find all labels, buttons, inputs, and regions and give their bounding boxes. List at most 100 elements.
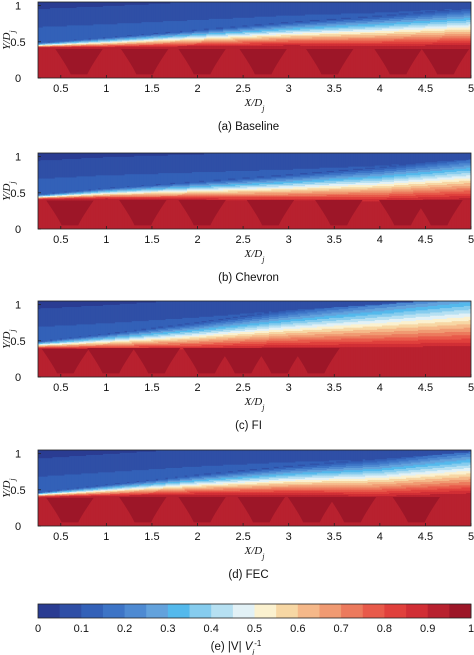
core-cell [255, 348, 304, 374]
colorbar-swatch [254, 604, 277, 618]
y-axis-label: Y/Dj [1, 478, 17, 498]
colorbar: 0 0.1 0.2 0.3 0.4 0.5 0.6 0.7 0.8 0.9 1 (e) |V| Vj-… [35, 603, 474, 655]
panel-2: 0.5 1 1.5 2 2.5 3 3.5 4 4.5 5 0 0.5 1 X/Dj Y/Dj (c) FI [1, 300, 474, 432]
x-tick-label: 3 [286, 382, 292, 394]
core-cell [41, 348, 90, 374]
colorbar-tick-label: 0.6 [290, 623, 305, 635]
x-tick-label: 4.5 [418, 531, 433, 543]
x-tick-label: 1.5 [144, 83, 159, 95]
core-cell [178, 497, 226, 523]
x-tick-label: 3.5 [327, 531, 342, 543]
x-tick-label: 5 [468, 531, 474, 543]
colorbar-swatch [449, 604, 472, 618]
core-cell [246, 200, 295, 226]
x-axis-label: X/Dj [244, 545, 266, 561]
colorbar-swatch [362, 604, 385, 618]
x-tick-label: 1 [103, 531, 109, 543]
heatmap-field [38, 2, 471, 78]
x-tick-label: 1.5 [144, 531, 159, 543]
x-tick-label: 2 [194, 531, 200, 543]
x-tick-label: 4 [377, 234, 383, 246]
panel-caption: (c) FI [235, 420, 262, 432]
colorbar-swatch [124, 604, 147, 618]
plot-frame [37, 449, 472, 527]
y-tick-label: 1 [15, 1, 21, 13]
x-tick-label: 4.5 [418, 234, 433, 246]
colorbar-tick-label: 0.4 [204, 623, 219, 635]
core-cell [120, 49, 169, 75]
core-cell [306, 49, 354, 75]
x-tick-label: 0.5 [53, 531, 68, 543]
core-cell [119, 497, 167, 523]
x-tick-label: 2.5 [235, 83, 250, 95]
colorbar-swatch [427, 604, 450, 618]
heatmap-field [38, 450, 471, 526]
plot-frame [37, 300, 472, 378]
core-cell [119, 200, 167, 226]
panel-caption: (d) FEC [228, 569, 268, 581]
heatmap-field [38, 301, 471, 377]
x-tick-label: 2 [194, 382, 200, 394]
y-tick-label: 1 [15, 300, 21, 312]
core-cell [239, 49, 287, 75]
x-tick-label: 5 [468, 382, 474, 394]
colorbar-swatch [406, 604, 429, 618]
x-tick-label: 5 [468, 83, 474, 95]
colorbar-swatch [167, 604, 190, 618]
y-tick-label: 0 [15, 521, 21, 533]
core-cell [392, 497, 441, 523]
colorbar-tick-label: 0.2 [117, 623, 132, 635]
colorbar-tick-label: 1 [468, 623, 474, 635]
x-tick-label: 1 [103, 382, 109, 394]
colorbar-swatch [211, 604, 234, 618]
colorbar-tick-label: 0.1 [74, 623, 89, 635]
colorbar-swatch [81, 604, 104, 618]
core-cell [178, 49, 226, 75]
x-tick-label: 2 [194, 83, 200, 95]
x-tick-label: 1.5 [144, 382, 159, 394]
colorbar-tick-label: 0.9 [420, 623, 435, 635]
core-cell [292, 348, 340, 374]
colorbar-swatch [341, 604, 364, 618]
panel-0: 0.5 1 1.5 2 2.5 3 3.5 4 4.5 5 0 0.5 1 X/Dj Y/Dj (a) Bas… [1, 1, 474, 133]
x-tick-label: 2.5 [235, 531, 250, 543]
colorbar-tick-label: 0 [35, 623, 41, 635]
core-cell [374, 49, 422, 75]
plot-frame [37, 1, 472, 79]
y-tick-label: 0 [15, 224, 21, 236]
core-cell [178, 200, 226, 226]
y-axis-label: Y/Dj [1, 30, 17, 50]
x-tick-label: 0.5 [53, 382, 68, 394]
x-tick-label: 0.5 [53, 234, 68, 246]
core-cell [87, 348, 135, 374]
x-tick-label: 4.5 [418, 382, 433, 394]
x-tick-label: 3.5 [327, 234, 342, 246]
y-tick-label: 1 [15, 152, 21, 164]
x-tick-label: 1 [103, 83, 109, 95]
colorbar-swatch [276, 604, 299, 618]
core-cell [315, 200, 363, 226]
x-tick-label: 4 [377, 531, 383, 543]
x-tick-label: 3.5 [327, 83, 342, 95]
colorbar-swatch [384, 604, 407, 618]
colorbar-caption: (e) |V| Vj-1 [211, 639, 262, 655]
core-cell [219, 348, 267, 374]
core-cell [378, 200, 427, 226]
y-tick-label: 0.5 [10, 188, 25, 200]
core-cell [415, 200, 463, 226]
heatmap-field [38, 153, 471, 229]
panel-3: 0.5 1 1.5 2 2.5 3 3.5 4 4.5 5 0 0.5 1 X/Dj Y/Dj (d) FEC [1, 449, 474, 581]
panel-caption: (a) Baseline [218, 121, 279, 133]
x-axis-label: X/Dj [244, 97, 266, 113]
core-cell [55, 49, 103, 75]
x-tick-label: 4 [377, 83, 383, 95]
x-axis-label: X/Dj [244, 396, 266, 412]
y-tick-label: 1 [15, 449, 21, 461]
y-tick-label: 0 [15, 372, 21, 384]
colorbar-frame [37, 603, 472, 619]
colorbar-tick-label: 0.7 [333, 623, 348, 635]
x-tick-label: 1.5 [144, 234, 159, 246]
panel-caption: (b) Chevron [218, 272, 279, 284]
core-cell [287, 497, 336, 523]
x-axis-label: X/Dj [244, 248, 266, 264]
